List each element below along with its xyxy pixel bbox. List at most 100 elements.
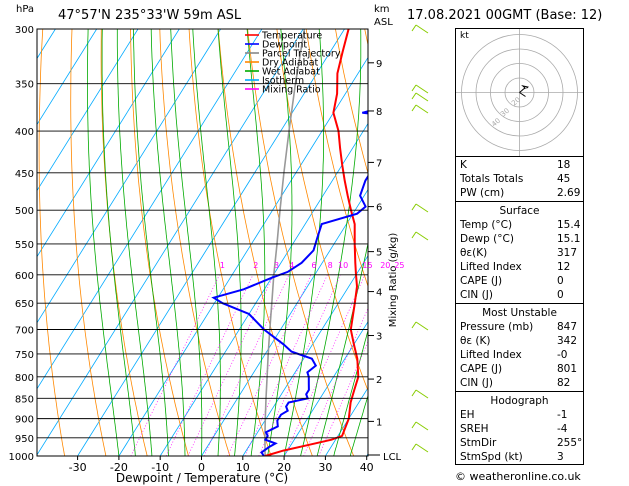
km-tick-label: 3 — [376, 332, 382, 343]
km-tick-label: 2 — [376, 375, 382, 386]
index-name: Pressure (mb) — [460, 321, 534, 333]
isotherm-line — [37, 29, 221, 324]
footer-credit: © weatheronline.co.uk — [455, 470, 581, 483]
wind-barb — [415, 231, 429, 241]
temperature-tick-label: 30 — [318, 461, 332, 474]
temperature-tick-label: -30 — [69, 461, 87, 474]
index-name: EH — [460, 409, 475, 421]
hpa-unit-label: hPa — [16, 4, 35, 15]
plot-frame — [36, 28, 369, 457]
index-name: PW (cm) — [460, 187, 505, 199]
index-name: θε (K) — [460, 335, 491, 347]
wind-barb-flag — [411, 92, 417, 100]
index-name: StmDir — [460, 437, 497, 449]
index-value: -4 — [557, 423, 568, 435]
pressure-tick-label: 750 — [15, 350, 34, 361]
isotherm-line — [37, 29, 139, 192]
wind-barb — [415, 24, 429, 34]
mixing-ratio-label: 25 — [394, 261, 404, 270]
mixing-ratio-label: 8 — [328, 261, 333, 270]
table-divider — [456, 303, 583, 304]
index-value: 15.4 — [557, 219, 581, 231]
wind-barb-flag — [411, 443, 417, 451]
km-tick-label: 5 — [376, 248, 382, 259]
isotherm-line — [37, 29, 180, 258]
index-name: StmSpd (kt) — [460, 451, 523, 463]
index-value: 12 — [557, 261, 571, 273]
pressure-tick-label: 400 — [15, 127, 34, 138]
isotherm-line — [37, 29, 263, 390]
mixing-ratio-label: 4 — [289, 261, 294, 270]
mixing-ratio-line — [258, 274, 341, 456]
legend-entry: Parcel Trajectory — [262, 49, 341, 60]
index-name: Lifted Index — [460, 261, 522, 273]
index-row: PW (cm) 2.69 — [456, 187, 583, 201]
dry-adiabat-line — [217, 29, 313, 456]
dry-adiabat-line — [597, 23, 629, 456]
wind-barb — [415, 389, 429, 399]
x-axis-label: Dewpoint / Temperature (°C) — [116, 471, 288, 485]
index-value: 317 — [557, 247, 578, 259]
pressure-tick-label: 850 — [15, 394, 34, 405]
mixing-ratio-label: 6 — [311, 261, 316, 270]
index-name: Dewp (°C) — [460, 233, 514, 245]
pressure-tick-label: 1000 — [9, 452, 34, 463]
index-name: SREH — [460, 423, 489, 435]
surface-row: CAPE (J) 0 — [456, 275, 583, 289]
wind-barb — [415, 104, 429, 114]
wind-barb-flag — [411, 84, 417, 92]
mixing-ratio-label: 2 — [253, 261, 258, 270]
index-value: 0 — [557, 289, 564, 301]
mixing-ratio-line — [244, 274, 328, 456]
hodograph-ring-label: 40 — [490, 117, 502, 129]
hodograph-row: EH -1 — [456, 409, 583, 423]
mixing-ratio-label: 3 — [274, 261, 279, 270]
surface-row: CIN (J) 0 — [456, 289, 583, 303]
index-name: Temp (°C) — [460, 219, 513, 231]
most-unstable-section-title: Most Unstable — [482, 307, 557, 319]
location-title: 47°57'N 235°33'W 59m ASL — [58, 8, 242, 23]
datetime-title: 17.08.2021 00GMT (Base: 12) — [407, 8, 603, 23]
km-tick-label: 7 — [376, 158, 382, 169]
mixing-ratio-label: 1 — [220, 261, 225, 270]
pressure-tick-label: 600 — [15, 271, 34, 282]
pressure-tick-label: 350 — [15, 80, 34, 91]
wind-barb-flag — [411, 104, 417, 112]
surface-row: Dewp (°C) 15.1 — [456, 233, 583, 247]
hodograph-panel: kt 40 30 20 — [455, 28, 584, 157]
mixing-ratio-axis-label: Mixing Ratio (g/kg) — [388, 233, 399, 328]
dry-adiabat-line — [335, 29, 368, 175]
wind-barb — [415, 321, 429, 331]
wind-barb — [415, 443, 429, 453]
index-value: 18 — [557, 159, 571, 171]
table-divider — [456, 391, 583, 392]
index-value: 847 — [557, 321, 578, 333]
wet-adiabat-line — [349, 394, 368, 456]
isotherm-line — [283, 321, 368, 456]
index-name: Lifted Index — [460, 349, 522, 361]
wind-barb-flag — [411, 203, 417, 211]
wind-barb-flag — [411, 421, 417, 429]
index-name: θε(K) — [460, 247, 488, 259]
pressure-tick-label: 650 — [15, 299, 34, 310]
mixing-ratio-label: 15 — [362, 261, 372, 270]
km-tick-label: 9 — [376, 59, 382, 70]
index-name: CAPE (J) — [460, 363, 503, 375]
surface-section-title: Surface — [499, 205, 540, 217]
most-unstable-row: CAPE (J) 801 — [456, 363, 583, 377]
mixing-ratio-line — [130, 274, 220, 456]
isotherm-line — [77, 29, 345, 456]
legend-entry: Wet Adiabat — [262, 67, 320, 78]
legend-entry: Isotherm — [262, 76, 304, 87]
dry-adiabat-line — [305, 29, 368, 288]
pressure-tick-label: 800 — [15, 373, 34, 384]
isotherm-line — [37, 29, 304, 456]
most-unstable-row: θε (K) 342 — [456, 335, 583, 349]
index-name: CIN (J) — [460, 289, 493, 301]
hodograph-trace — [519, 85, 529, 93]
dry-adiabat-line — [70, 29, 107, 456]
isotherm-line — [159, 122, 368, 456]
hodograph-ring-label: 30 — [499, 107, 511, 119]
index-value: 801 — [557, 363, 578, 375]
dry-adiabat-line — [276, 29, 368, 392]
